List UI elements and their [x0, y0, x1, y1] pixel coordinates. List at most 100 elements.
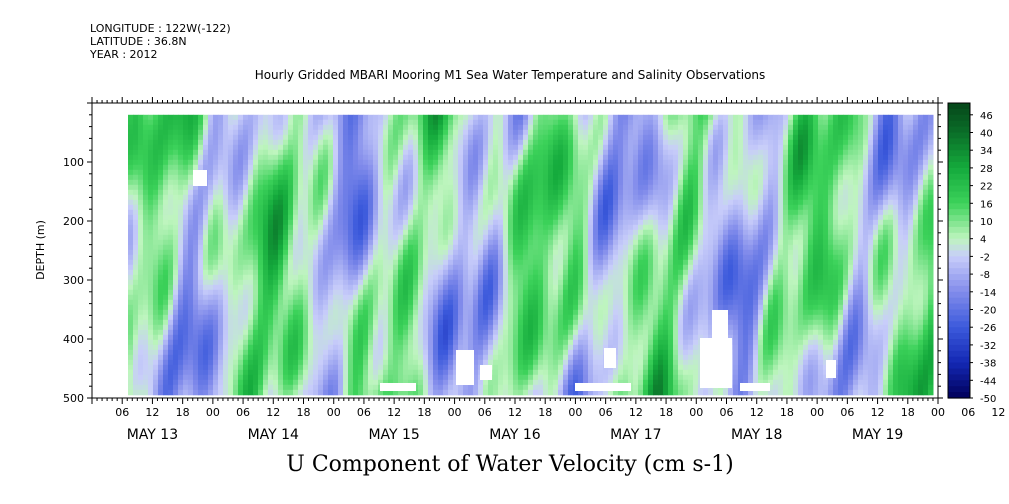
heatmap-cell [208, 214, 214, 221]
heatmap-cell [188, 319, 194, 326]
heatmap-cell [193, 229, 199, 236]
heatmap-cell [203, 144, 209, 151]
heatmap-cell [528, 259, 534, 266]
heatmap-cell [168, 359, 174, 366]
heatmap-cell [173, 244, 179, 251]
heatmap-cell [433, 279, 439, 286]
heatmap-cell [353, 319, 359, 326]
heatmap-cell [233, 154, 239, 161]
heatmap-cell [203, 329, 209, 336]
heatmap-cell [203, 114, 209, 121]
heatmap-cell [373, 334, 379, 341]
heatmap-cell [253, 119, 259, 126]
heatmap-cell [518, 114, 524, 121]
heatmap-cell [493, 134, 499, 141]
heatmap-cell [323, 324, 329, 331]
heatmap-cell [388, 114, 394, 121]
heatmap-cell [563, 339, 569, 346]
heatmap-cell [178, 154, 184, 161]
heatmap-cell [493, 304, 499, 311]
heatmap-cell [558, 369, 564, 376]
heatmap-cell [138, 159, 144, 166]
heatmap-cell [333, 324, 339, 331]
heatmap-cell [158, 284, 164, 291]
heatmap-cell [318, 289, 324, 296]
heatmap-cell [368, 134, 374, 141]
heatmap-cell [203, 284, 209, 291]
heatmap-cell [483, 184, 489, 191]
heatmap-cell [303, 149, 309, 156]
heatmap-cell [178, 359, 184, 366]
heatmap-cell [338, 119, 344, 126]
heatmap-cell [413, 204, 419, 211]
heatmap-cell [273, 384, 279, 391]
heatmap-cell [293, 199, 299, 206]
heatmap-cell [368, 359, 374, 366]
heatmap-cell [488, 264, 494, 271]
heatmap-cell [538, 329, 544, 336]
heatmap-cell [358, 194, 364, 201]
heatmap-cell [228, 299, 234, 306]
heatmap-cell [458, 294, 464, 301]
heatmap-cell [268, 209, 274, 216]
heatmap-cell [443, 154, 449, 161]
heatmap-cell [373, 194, 379, 201]
longitude-label: LONGITUDE : 122W(-122) [90, 22, 231, 35]
heatmap-cell [308, 359, 314, 366]
heatmap-cell [253, 209, 259, 216]
heatmap-cell [248, 349, 254, 356]
heatmap-cell [248, 169, 254, 176]
heatmap-cell [198, 189, 204, 196]
heatmap-cell [473, 294, 479, 301]
heatmap-cell [463, 114, 469, 121]
heatmap-cell [313, 309, 319, 316]
heatmap-cell [498, 194, 504, 201]
heatmap-cell [233, 219, 239, 226]
heatmap-cell [308, 119, 314, 126]
heatmap-cell [523, 229, 529, 236]
heatmap-cell [198, 239, 204, 246]
heatmap-cell [453, 174, 459, 181]
heatmap-cell [463, 284, 469, 291]
heatmap-cell [158, 349, 164, 356]
heatmap-cell [253, 314, 259, 321]
heatmap-cell [318, 334, 324, 341]
heatmap-cell [398, 174, 404, 181]
heatmap-cell [273, 229, 279, 236]
heatmap-cell [378, 274, 384, 281]
heatmap-cell [483, 314, 489, 321]
heatmap-cell [528, 174, 534, 181]
heatmap-cell [153, 339, 159, 346]
heatmap-cell [148, 144, 154, 151]
heatmap-cell [483, 294, 489, 301]
heatmap-cell [458, 124, 464, 131]
heatmap-cell [193, 219, 199, 226]
heatmap-cell [478, 339, 484, 346]
heatmap-cell [178, 294, 184, 301]
heatmap-cell [278, 164, 284, 171]
heatmap-cell [308, 284, 314, 291]
heatmap-cell [128, 209, 134, 216]
heatmap-cell [568, 269, 574, 276]
heatmap-cell [408, 389, 414, 396]
heatmap-cell [428, 124, 434, 131]
heatmap-cell [553, 304, 559, 311]
heatmap-cell [548, 364, 554, 371]
heatmap-cell [168, 194, 174, 201]
heatmap-cell [488, 154, 494, 161]
heatmap-cell [478, 114, 484, 121]
heatmap-cell [518, 359, 524, 366]
heatmap-cell [443, 114, 449, 121]
heatmap-cell [438, 204, 444, 211]
heatmap-cell [323, 139, 329, 146]
heatmap-cell [268, 124, 274, 131]
heatmap-cell [378, 204, 384, 211]
heatmap-cell [293, 304, 299, 311]
heatmap-cell [468, 234, 474, 241]
heatmap-cell [188, 204, 194, 211]
heatmap-cell [388, 194, 394, 201]
heatmap-cell [443, 379, 449, 386]
heatmap-cell [218, 389, 224, 396]
heatmap-cell [253, 364, 259, 371]
heatmap-cell [473, 364, 479, 371]
